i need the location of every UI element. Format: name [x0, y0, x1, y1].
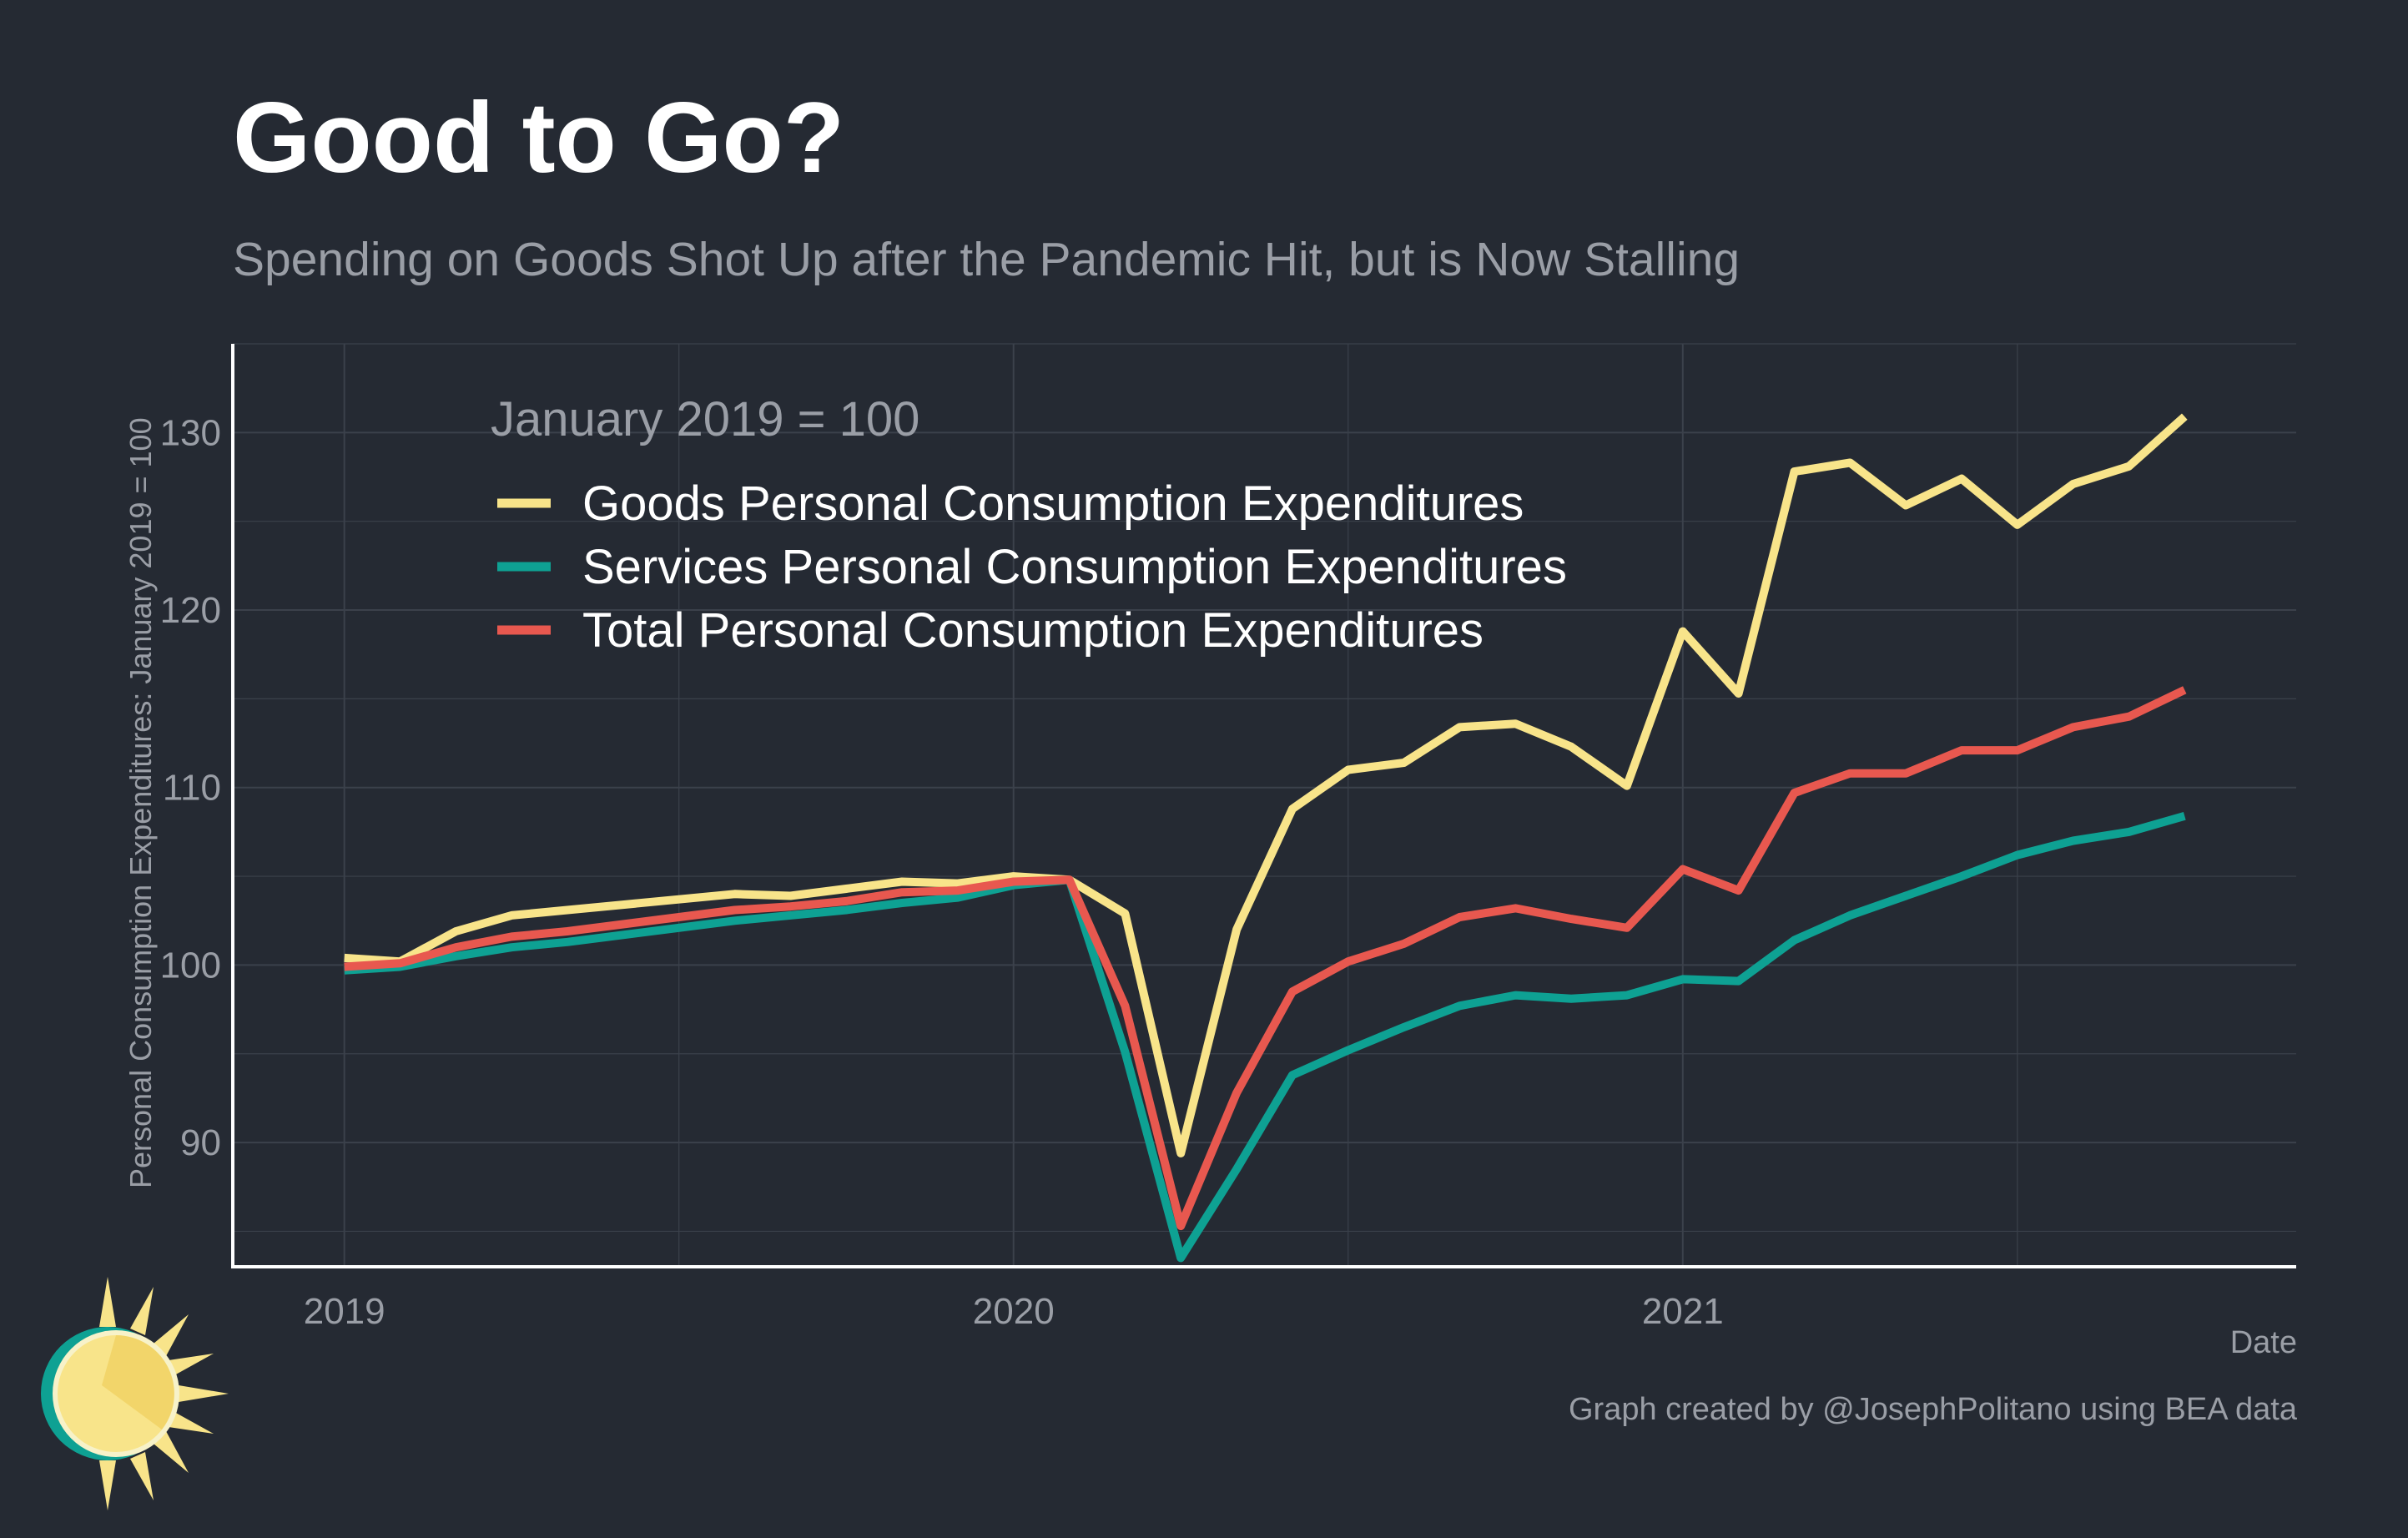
legend-title: January 2019 = 100: [491, 392, 919, 446]
legend-label: Total Personal Consumption Expenditures: [582, 603, 1484, 658]
series-line-1: [344, 413, 2188, 1157]
y-tick-label: 130: [160, 412, 221, 453]
x-tick-label: 2020: [973, 1291, 1055, 1332]
series-line-2: [344, 811, 2186, 1263]
y-tick-label: 110: [163, 768, 221, 809]
chart-title: Good to Go?: [233, 82, 845, 194]
gridlines: [233, 343, 2296, 1267]
axes: [231, 344, 2296, 1268]
legend: January 2019 = 100 Goods Personal Consump…: [491, 392, 1567, 658]
x-tick-label: 2021: [1642, 1291, 1724, 1332]
y-tick-label: 120: [160, 590, 221, 631]
x-axis-label: Date: [2229, 1325, 2297, 1360]
tick-labels: 90 100 110 120 130 2019 2020 2021: [160, 412, 1724, 1332]
series-lines: [344, 413, 2188, 1263]
legend-label: Goods Personal Consumption Expenditures: [582, 477, 1524, 531]
series-line-3: [344, 686, 2187, 1231]
y-tick-label: 100: [160, 945, 221, 986]
y-tick-label: 90: [180, 1122, 221, 1163]
x-tick-label: 2019: [304, 1291, 385, 1332]
source-caption: Graph created by @JosephPolitano using B…: [1568, 1392, 2297, 1427]
sun-logo-icon: [41, 1277, 229, 1510]
legend-label: Services Personal Consumption Expenditur…: [582, 540, 1567, 594]
chart-subtitle: Spending on Goods Shot Up after the Pand…: [233, 233, 1741, 286]
